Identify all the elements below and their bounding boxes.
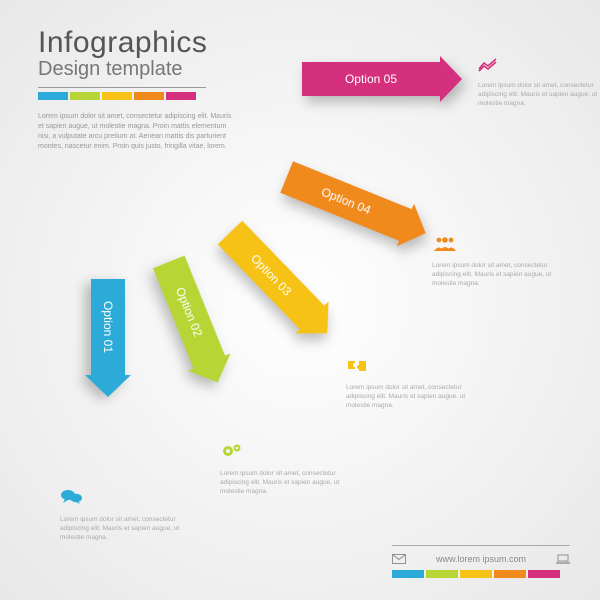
- speech-bubbles-icon: [60, 488, 84, 506]
- line-chart-icon: [478, 58, 498, 72]
- arrow-label-01: Option 01: [101, 301, 115, 353]
- strip-2: [70, 92, 100, 100]
- arrow-label-03: Option 03: [248, 251, 294, 298]
- arrow-option-02: Option 02: [153, 256, 225, 369]
- fstrip-5: [528, 570, 560, 578]
- block-text-01: Lorem ipsum dolor sit amet, consectetur …: [60, 515, 190, 542]
- block-03: Lorem ipsum dolor sit amet, consectetur …: [346, 358, 476, 410]
- footer: www.lorem ipsum.com: [392, 545, 570, 578]
- arrow-label-04: Option 04: [319, 185, 373, 217]
- intro-text: Lorem ipsum dolor sit amet, consectetur …: [38, 112, 238, 153]
- block-02: Lorem ipsum dolor sit amet, consectetur …: [220, 442, 350, 496]
- strip-5: [166, 92, 196, 100]
- strip-3: [102, 92, 132, 100]
- strip-1: [38, 92, 68, 100]
- mail-icon: [392, 554, 406, 564]
- arrow-option-03: Option 03: [218, 221, 324, 330]
- strip-4: [134, 92, 164, 100]
- fstrip-3: [460, 570, 492, 578]
- block-05: Lorem ipsum dolor sit amet, consectetur …: [478, 58, 600, 108]
- block-text-02: Lorem ipsum dolor sit amet, consectetur …: [220, 469, 350, 496]
- footer-color-strip: [392, 570, 570, 578]
- block-text-04: Lorem ipsum dolor sit amet, consectetur …: [432, 261, 562, 288]
- fstrip-1: [392, 570, 424, 578]
- arrow-option-04: Option 04: [280, 161, 411, 240]
- arrow-option-05: Option 05: [302, 62, 440, 96]
- people-icon: [432, 236, 458, 252]
- top-color-strip: [38, 92, 196, 100]
- puzzle-icon: [346, 358, 370, 374]
- block-text-05: Lorem ipsum dolor sit amet, consectetur …: [478, 81, 600, 108]
- title-sub: Design template: [38, 58, 206, 88]
- arrow-label-05: Option 05: [345, 72, 397, 86]
- fstrip-4: [494, 570, 526, 578]
- footer-url: www.lorem ipsum.com: [436, 554, 526, 564]
- block-01: Lorem ipsum dolor sit amet, consectetur …: [60, 488, 190, 542]
- laptop-icon: [556, 554, 570, 564]
- gears-icon: [220, 442, 244, 460]
- arrow-label-02: Option 02: [173, 285, 205, 339]
- title-main: Infographics: [38, 26, 207, 60]
- arrow-option-01: Option 01: [91, 279, 125, 375]
- fstrip-2: [426, 570, 458, 578]
- block-04: Lorem ipsum dolor sit amet, consectetur …: [432, 236, 562, 288]
- block-text-03: Lorem ipsum dolor sit amet, consectetur …: [346, 383, 476, 410]
